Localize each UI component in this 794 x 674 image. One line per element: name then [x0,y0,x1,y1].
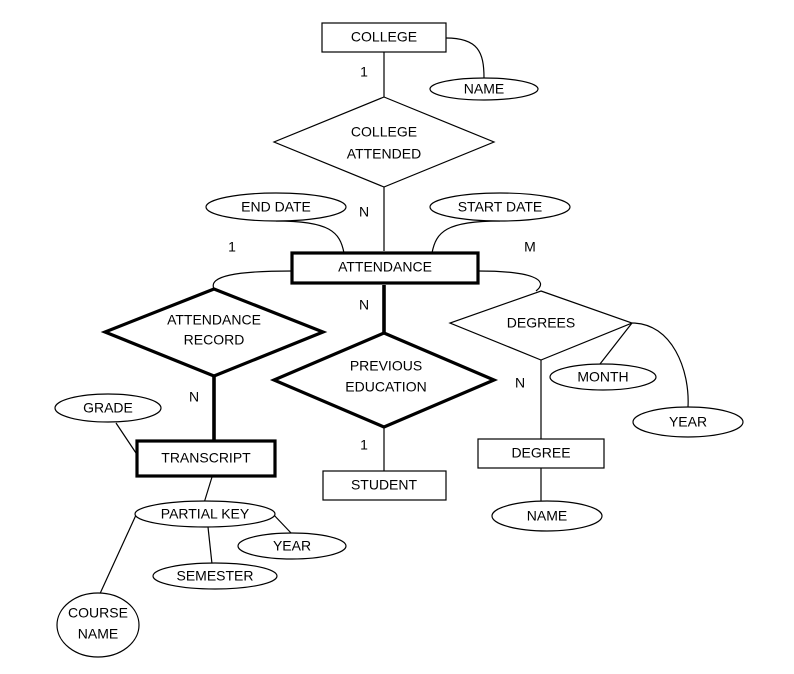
line-start-date-to-attendance [431,220,501,254]
relationship-previous-education: PREVIOUS EDUCATION [269,331,499,429]
line-attendance-to-attendance-record [212,270,293,290]
cardinality-attendance-m-right: M [524,239,536,255]
attribute-label-line-1: COURSE [68,605,128,621]
entity-label: COLLEGE [351,29,417,45]
attribute-label: GRADE [83,400,133,416]
line-degrees-to-month [599,322,633,365]
attribute-partial-key: PARTIAL KEY [134,500,276,528]
line-attendance-to-degrees [477,270,542,292]
attribute-college-name: NAME [429,77,539,101]
relationship-attendance-record: ATTENDANCE RECORD [100,287,328,378]
entity-transcript: TRANSCRIPT [135,439,277,478]
entity-label: STUDENT [351,477,418,493]
cardinality-college-1: 1 [360,64,368,80]
relationship-label-line-2: ATTENDED [347,146,421,162]
attribute-label: NAME [464,81,504,97]
attribute-degree-name: NAME [491,500,603,532]
attribute-grade: GRADE [54,393,162,423]
entity-label: ATTENDANCE [338,259,432,275]
line-grade-to-transcript [115,422,137,454]
entity-label: TRANSCRIPT [161,450,251,466]
attribute-label-line-2: NAME [78,626,118,642]
cardinality-attendance-n-bottom: N [359,297,369,313]
line-partial-key-to-semester [207,526,213,565]
entity-label: DEGREE [511,445,570,461]
entity-attendance: ATTENDANCE [290,251,480,285]
relationship-label-line-2: RECORD [184,332,245,348]
attribute-label: NAME [527,508,567,524]
attribute-partial-year: YEAR [237,532,347,560]
attribute-label: START DATE [458,199,543,215]
attribute-label: YEAR [669,414,707,430]
cardinality-student-1: 1 [360,437,368,453]
relationship-college-attended: COLLEGE ATTENDED [272,96,496,188]
connectors [97,37,689,599]
attribute-label: YEAR [273,538,311,554]
relationship-degrees: DEGREES [448,290,634,361]
attribute-month: MONTH [549,363,657,391]
cardinality-record-n: N [189,389,199,405]
entity-degree: DEGREE [477,438,605,469]
cardinality-attendance-n-top: N [359,204,369,220]
relationship-label-line-1: PREVIOUS [350,358,422,374]
attribute-course-name: COURSE NAME [56,592,140,658]
line-degrees-to-year [631,322,689,408]
attribute-label: SEMESTER [176,568,253,584]
line-end-date-to-attendance [275,220,345,254]
relationship-label-line-2: EDUCATION [345,379,426,395]
attribute-label: PARTIAL KEY [161,506,250,522]
line-partial-key-to-year [271,512,293,535]
attribute-degrees-year: YEAR [632,406,744,438]
attribute-end-date: END DATE [205,192,347,222]
attribute-semester: SEMESTER [152,562,278,590]
entity-college: COLLEGE [321,22,447,53]
attribute-start-date: START DATE [429,192,571,222]
cardinalities: 1 N 1 M N N 1 N [189,64,536,453]
line-partial-key-to-course-name [97,514,137,599]
relationship-label-line-1: ATTENDANCE [167,312,261,328]
entity-student: STUDENT [322,470,447,501]
cardinality-degree-n: N [515,375,525,391]
attribute-label: MONTH [577,369,628,385]
line-transcript-to-partial-key [203,476,213,504]
line-college-to-name [445,37,485,79]
relationship-label-line-1: COLLEGE [351,124,417,140]
cardinality-attendance-1-left: 1 [228,239,236,255]
relationship-label: DEGREES [507,315,575,331]
attribute-label: END DATE [241,199,311,215]
